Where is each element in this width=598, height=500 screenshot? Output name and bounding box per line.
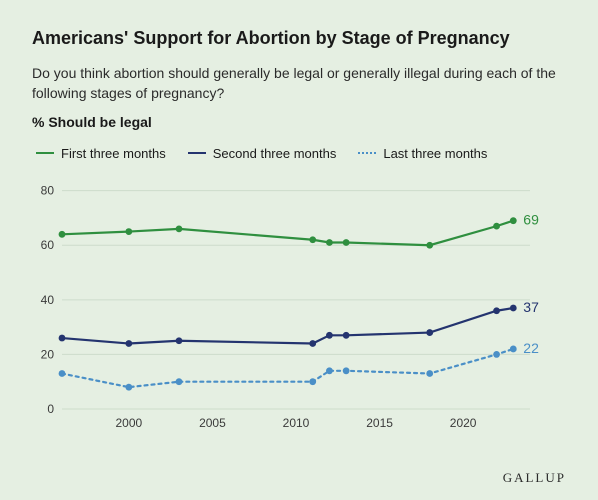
y-tick-label: 60: [41, 238, 55, 252]
legend-item-last: Last three months: [358, 146, 487, 161]
series-line-second: [62, 308, 513, 343]
series-marker-last: [125, 383, 132, 390]
series-marker-second: [326, 331, 333, 338]
series-marker-last: [426, 370, 433, 377]
series-end-label-first: 69: [523, 211, 539, 227]
series-marker-first: [125, 228, 132, 235]
legend-item-first: First three months: [36, 146, 166, 161]
series-marker-last: [176, 378, 183, 385]
series-marker-first: [426, 241, 433, 248]
y-tick-label: 40: [41, 292, 55, 306]
metric-label: % Should be legal: [32, 114, 566, 130]
legend-swatch-last: [358, 152, 376, 154]
series-marker-first: [510, 217, 517, 224]
series-marker-last: [326, 367, 333, 374]
series-marker-first: [309, 236, 316, 243]
legend-swatch-second: [188, 152, 206, 154]
series-marker-last: [59, 370, 66, 377]
series-marker-second: [309, 340, 316, 347]
series-marker-second: [59, 334, 66, 341]
series-marker-second: [510, 304, 517, 311]
series-marker-last: [510, 345, 517, 352]
line-chart: 0 20 40 60 80 2000 2005 2010 2015 2020 69 37 22: [32, 171, 560, 435]
legend-label-second: Second three months: [213, 146, 337, 161]
series-marker-second: [176, 337, 183, 344]
chart-card: Americans' Support for Abortion by Stage…: [0, 0, 598, 500]
series-marker-second: [125, 340, 132, 347]
series-marker-first: [176, 225, 183, 232]
legend-item-second: Second three months: [188, 146, 337, 161]
legend-label-first: First three months: [61, 146, 166, 161]
chart-title: Americans' Support for Abortion by Stage…: [32, 28, 566, 49]
legend: First three months Second three months Las…: [32, 146, 566, 161]
brand-wordmark: GALLUP: [503, 470, 566, 486]
series-marker-first: [59, 231, 66, 238]
series-marker-first: [343, 239, 350, 246]
series-marker-second: [343, 331, 350, 338]
x-tick-label: 2020: [450, 416, 477, 430]
chart-subtitle: Do you think abortion should generally b…: [32, 63, 566, 104]
x-tick-label: 2015: [366, 416, 393, 430]
x-tick-label: 2005: [199, 416, 226, 430]
series-end-label-second: 37: [523, 299, 539, 315]
legend-swatch-first: [36, 152, 54, 154]
x-tick-label: 2000: [116, 416, 143, 430]
series-marker-second: [426, 329, 433, 336]
chart-area: 0 20 40 60 80 2000 2005 2010 2015 2020 69 37 22: [32, 171, 566, 440]
series-marker-first: [326, 239, 333, 246]
y-tick-label: 0: [47, 402, 54, 416]
y-tick-label: 20: [41, 347, 55, 361]
y-tick-label: 80: [41, 183, 55, 197]
series-marker-second: [493, 307, 500, 314]
legend-label-last: Last three months: [383, 146, 487, 161]
series-end-label-last: 22: [523, 340, 539, 356]
series-marker-last: [309, 378, 316, 385]
series-marker-first: [493, 222, 500, 229]
series-marker-last: [343, 367, 350, 374]
x-tick-label: 2010: [283, 416, 310, 430]
series-marker-last: [493, 351, 500, 358]
